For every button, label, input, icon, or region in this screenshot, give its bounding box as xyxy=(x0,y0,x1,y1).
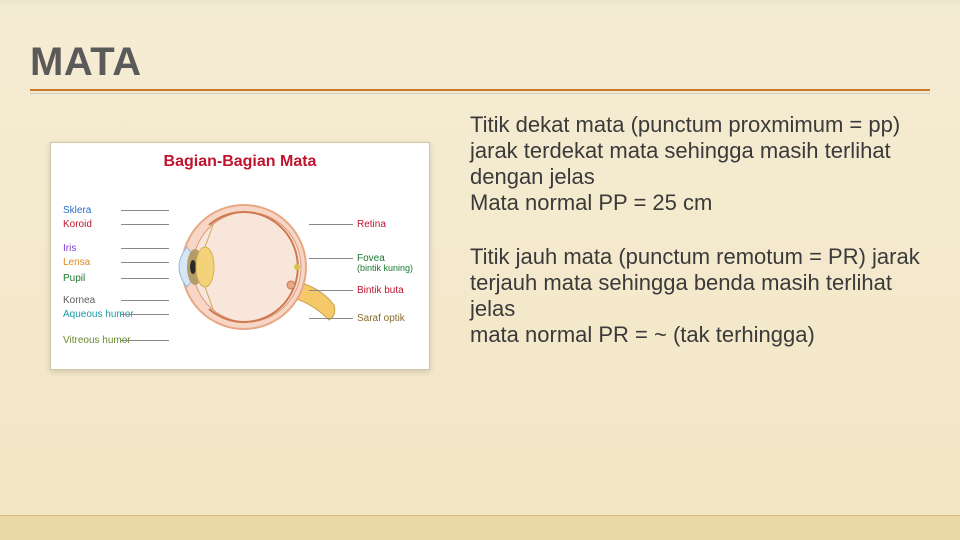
content-area: Bagian-Bagian Mata xyxy=(30,112,930,500)
diagram-body: SkleraKoroidIrisLensaPupilKorneaAqueous … xyxy=(59,177,421,357)
eye-diagram-box: Bagian-Bagian Mata xyxy=(50,142,430,370)
para2-text: Titik jauh mata (punctum remotum = PR) j… xyxy=(470,244,920,321)
leader-left-3 xyxy=(121,262,169,263)
title-rule-primary xyxy=(30,89,930,91)
top-shadow xyxy=(0,0,960,6)
label-right-3: Saraf optik xyxy=(357,313,405,324)
label-left-4: Pupil xyxy=(63,273,85,284)
title-rule-secondary xyxy=(30,93,930,94)
leader-right-2 xyxy=(309,290,353,291)
leader-right-0 xyxy=(309,224,353,225)
para1-text: Titik dekat mata (punctum proxmimum = pp… xyxy=(470,112,900,189)
slide-title: MATA xyxy=(30,40,930,85)
leader-right-1 xyxy=(309,258,353,259)
paragraph-2: Titik jauh mata (punctum remotum = PR) j… xyxy=(470,244,930,348)
para1b-text: Mata normal PP = 25 cm xyxy=(470,190,712,215)
leader-left-0 xyxy=(121,210,169,211)
leader-left-4 xyxy=(121,278,169,279)
lens xyxy=(196,247,214,287)
leader-left-6 xyxy=(121,314,169,315)
title-zone: MATA xyxy=(30,40,930,94)
label-left-5: Kornea xyxy=(63,295,95,306)
label-right-0: Retina xyxy=(357,219,386,230)
leader-left-1 xyxy=(121,224,169,225)
label-right-1-sub: (bintik kuning) xyxy=(357,264,413,274)
para2b-text: mata normal PR = ~ (tak terhingga) xyxy=(470,322,815,347)
paragraph-1: Titik dekat mata (punctum proxmimum = pp… xyxy=(470,112,930,216)
label-left-2: Iris xyxy=(63,243,76,254)
blind-spot xyxy=(287,281,295,289)
eye-illustration xyxy=(169,185,339,350)
leader-left-5 xyxy=(121,300,169,301)
label-left-0: Sklera xyxy=(63,205,91,216)
leader-left-2 xyxy=(121,248,169,249)
leader-left-7 xyxy=(121,340,169,341)
diagram-title: Bagian-Bagian Mata xyxy=(59,153,421,171)
right-column: Titik dekat mata (punctum proxmimum = pp… xyxy=(470,112,930,500)
label-right-2: Bintik buta xyxy=(357,285,404,296)
label-left-3: Lensa xyxy=(63,257,90,268)
leader-right-3 xyxy=(309,318,353,319)
fovea-dot xyxy=(294,264,300,270)
label-left-1: Koroid xyxy=(63,219,92,230)
pupil xyxy=(190,260,196,274)
bottom-band xyxy=(0,515,960,540)
left-column: Bagian-Bagian Mata xyxy=(30,112,450,500)
slide: MATA Bagian-Bagian Mata xyxy=(0,0,960,540)
